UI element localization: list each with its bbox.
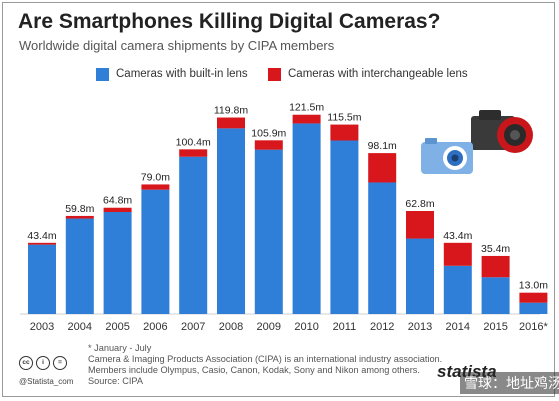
total-label-2011: 115.5m <box>327 112 361 124</box>
total-label-2006: 79.0m <box>141 171 170 183</box>
legend-label-interchangeable: Cameras with interchangeable lens <box>288 68 468 80</box>
legend-item-built-in: Cameras with built-in lens <box>96 66 248 82</box>
by-icon: i <box>36 356 50 370</box>
bar-built-in-2005 <box>103 211 132 314</box>
x-tick-label-2006: 2006 <box>143 321 167 333</box>
footnotes: * January - July Camera & Imaging Produc… <box>88 343 442 387</box>
x-tick-label-2015: 2015 <box>483 321 507 333</box>
total-label-2014: 43.4m <box>443 230 472 242</box>
total-label-2004: 59.8m <box>65 203 94 215</box>
x-tick-label-2007: 2007 <box>181 321 205 333</box>
total-label-2007: 100.4m <box>176 136 211 148</box>
bar-built-in-2014 <box>443 265 472 314</box>
x-tick-label-2010: 2010 <box>294 321 318 333</box>
x-tick-label-2016*: 2016* <box>519 321 548 333</box>
total-label-2005: 64.8m <box>103 195 132 207</box>
footnote-source: Source: CIPA <box>88 376 143 386</box>
x-tick-label-2011: 2011 <box>333 321 357 333</box>
x-tick-label-2004: 2004 <box>68 321 92 333</box>
chart-frame <box>2 2 555 397</box>
bar-interchangeable-2015 <box>481 255 510 278</box>
bar-interchangeable-2003 <box>28 242 56 245</box>
bar-interchangeable-2004 <box>65 215 94 219</box>
bar-chart: 43.4m 2003 59.8m 2004 64.8m 2005 79.0m 2006 100.… <box>20 102 548 333</box>
legend-item-interchangeable: Cameras with interchangeable lens <box>268 66 468 82</box>
bar-interchangeable-2007 <box>179 149 208 157</box>
legend-swatch-interchangeable <box>268 67 281 81</box>
bar-built-in-2010 <box>292 123 321 314</box>
camera-illustration-icon <box>421 110 533 174</box>
x-tick-label-2012: 2012 <box>370 321 394 333</box>
bar-built-in-2013 <box>406 238 434 314</box>
bar-built-in-2012 <box>368 182 397 314</box>
nd-icon: = <box>53 356 67 370</box>
watermark: 雪球：地址鸡汤 <box>460 372 559 394</box>
x-tick-label-2014: 2014 <box>446 321 470 333</box>
bar-interchangeable-2009 <box>254 140 283 150</box>
bar-interchangeable-2014 <box>443 242 472 266</box>
bar-interchangeable-2005 <box>103 207 132 212</box>
statista-credit: @Statista_com <box>19 377 74 386</box>
total-label-2015: 35.4m <box>481 243 510 255</box>
license-icons: cc i = <box>19 356 67 370</box>
bar-interchangeable-2010 <box>292 114 321 124</box>
bar-interchangeable-2013 <box>406 211 434 239</box>
bar-built-in-2011 <box>330 140 359 314</box>
bar-built-in-2003 <box>28 244 56 314</box>
total-label-2016*: 13.0m <box>519 280 548 292</box>
footnote-asterisk: * January - July <box>88 343 152 353</box>
total-label-2012: 98.1m <box>368 140 397 152</box>
bar-built-in-2006 <box>141 189 170 314</box>
bar-built-in-2009 <box>254 149 283 314</box>
cc-icon: cc <box>19 356 33 370</box>
total-label-2003: 43.4m <box>27 230 56 242</box>
total-label-2010: 121.5m <box>289 102 324 114</box>
x-tick-label-2008: 2008 <box>219 321 243 333</box>
x-tick-label-2009: 2009 <box>257 321 281 333</box>
bar-built-in-2016* <box>519 302 548 314</box>
bar-built-in-2004 <box>65 218 94 314</box>
chart-subtitle: Worldwide digital camera shipments by CI… <box>19 38 335 53</box>
bar-interchangeable-2011 <box>330 124 359 141</box>
total-label-2008: 119.8m <box>214 105 248 117</box>
bar-interchangeable-2008 <box>217 117 245 129</box>
chart-title: Are Smartphones Killing Digital Cameras? <box>18 10 441 33</box>
bar-built-in-2008 <box>217 128 245 314</box>
footnote-line-1: Camera & Imaging Products Association (C… <box>88 354 443 364</box>
bar-built-in-2007 <box>179 156 208 314</box>
bar-interchangeable-2012 <box>368 153 397 183</box>
x-tick-label-2003: 2003 <box>30 321 54 333</box>
total-label-2009: 105.9m <box>251 127 286 139</box>
footnote-line-2: Members include Olympus, Casio, Canon, K… <box>88 365 420 375</box>
bar-interchangeable-2016* <box>519 292 548 303</box>
x-tick-label-2005: 2005 <box>105 321 129 333</box>
x-tick-label-2013: 2013 <box>408 321 432 333</box>
bar-built-in-2015 <box>481 277 510 314</box>
legend-swatch-built-in <box>96 67 109 81</box>
legend-label-built-in: Cameras with built-in lens <box>116 68 248 80</box>
bar-interchangeable-2006 <box>141 184 170 190</box>
total-label-2013: 62.8m <box>405 198 434 210</box>
